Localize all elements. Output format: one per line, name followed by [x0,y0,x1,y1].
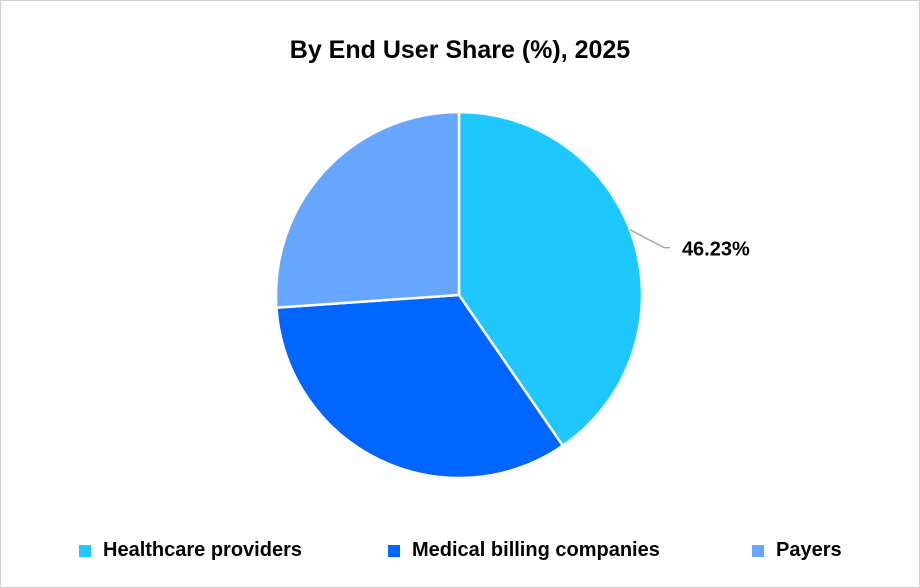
legend-item-healthcare-providers: Healthcare providers [79,539,302,562]
pie-slice-payers [274,110,461,309]
data-label: 46.23% [682,239,750,261]
leader-line [629,229,670,249]
legend-item-payers: Payers [752,539,842,562]
legend-swatch [752,544,764,557]
legend: Healthcare providers Medical billing com… [0,539,920,563]
pie-slice-healthcare-providers [457,110,644,448]
legend-swatch [79,544,91,557]
legend-label: Payers [776,539,842,561]
legend-swatch [388,544,400,557]
legend-label: Healthcare providers [103,539,302,561]
legend-item-medical-billing-companies: Medical billing companies [388,539,660,562]
pie-slice-medical-billing-companies [275,293,565,480]
legend-label: Medical billing companies [412,539,660,561]
chart-title: By End User Share (%), 2025 [289,36,631,64]
